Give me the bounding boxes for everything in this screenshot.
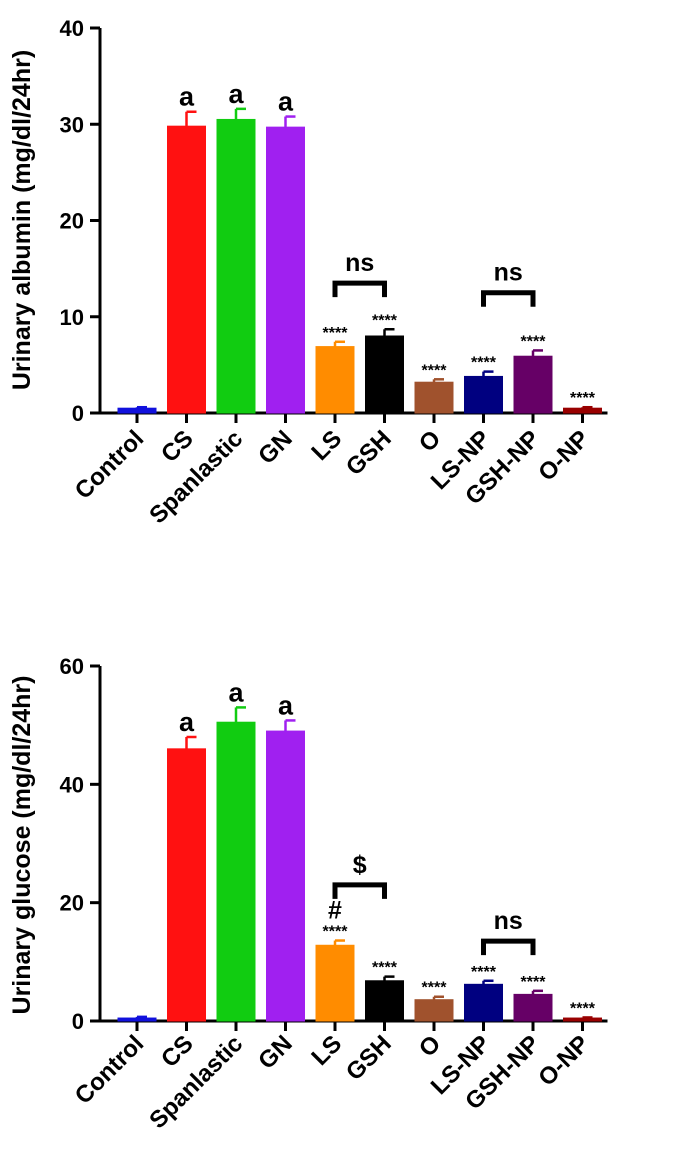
category-label: Spanlastic: [144, 425, 248, 529]
bar-control: [117, 407, 157, 414]
bar-o: [414, 381, 454, 414]
significance-letter: a: [278, 690, 294, 720]
y-axis-label: Urinary albumin (mg/dl/24hr): [8, 50, 36, 390]
significance-stars: ****: [521, 333, 547, 350]
category-label: GSH: [341, 425, 397, 481]
y-tick-label: 40: [60, 772, 84, 797]
bar-ls-np: [464, 375, 503, 414]
bar-gsh: [365, 980, 404, 1022]
category-label: Control: [70, 1030, 149, 1109]
y-tick-label: 30: [60, 112, 84, 137]
category-label: O: [414, 425, 446, 457]
bar-o-np: [563, 407, 602, 414]
significance-letter: a: [278, 87, 294, 117]
significance-hash: #: [328, 897, 342, 925]
bracket-label: ns: [345, 249, 374, 277]
category-label: O-NP: [533, 1030, 595, 1092]
bracket-label: ns: [494, 907, 523, 935]
bar-gn: [266, 126, 305, 414]
significance-stars: ****: [422, 362, 448, 379]
bar-spanlastic: [216, 721, 256, 1022]
y-tick-label: 20: [60, 209, 84, 234]
comparison-bracket: [481, 290, 536, 307]
significance-stars: ****: [471, 964, 497, 981]
category-label: Control: [70, 425, 149, 504]
category-label: LS: [306, 425, 347, 466]
category-label: O: [414, 1030, 446, 1062]
category-label: LS: [306, 1030, 347, 1071]
chart-panel-2: 0 20 40 60 Urinary glucose (mg/dl/24hr) a a a **…: [8, 654, 608, 1134]
category-label: Spanlastic: [144, 1030, 248, 1134]
bar-gsh-np: [513, 355, 553, 414]
y-tick-label: 40: [60, 16, 84, 41]
significance-stars: ****: [422, 980, 448, 997]
comparison-bracket: [332, 280, 387, 298]
y-axis-label: Urinary glucose (mg/dl/24hr): [8, 676, 36, 1015]
bracket-label: ns: [494, 259, 523, 287]
significance-letter: a: [228, 79, 244, 109]
bracket-label: $: [353, 851, 367, 879]
significance-letter: a: [179, 707, 195, 737]
significance-letter: a: [228, 677, 244, 707]
significance-letter: a: [179, 82, 195, 112]
bar-cs: [167, 125, 206, 414]
chart-panel-1: 0 10 20 30 40 Urinary albumin (mg/dl/24hr) a a a…: [8, 16, 608, 529]
comparison-bracket: [332, 882, 387, 899]
significance-stars: ****: [323, 924, 349, 941]
category-label: O-NP: [533, 425, 595, 487]
y-tick-label: 20: [60, 891, 84, 916]
bar-ls-np: [464, 983, 503, 1022]
significance-stars: ****: [471, 355, 497, 372]
y-tick-label: 10: [60, 305, 84, 330]
category-label: GN: [253, 425, 298, 470]
significance-stars: ****: [372, 312, 398, 329]
y-tick-label: 0: [72, 1009, 84, 1034]
y-tick-label: 60: [60, 654, 84, 679]
significance-stars: ****: [372, 960, 398, 977]
bar-o: [414, 999, 454, 1022]
bar-ls: [315, 346, 355, 414]
bar-spanlastic: [216, 118, 256, 414]
bar-gsh: [365, 335, 404, 414]
y-tick-label: 0: [72, 401, 84, 426]
comparison-bracket: [481, 938, 536, 956]
significance-stars: ****: [570, 1000, 596, 1017]
bar-control: [117, 1017, 157, 1022]
significance-stars: ****: [323, 325, 349, 342]
bar-cs: [167, 748, 206, 1022]
category-label: GSH: [341, 1030, 397, 1086]
significance-stars: ****: [521, 974, 547, 991]
bar-gn: [266, 730, 305, 1022]
bar-gsh-np: [513, 993, 553, 1022]
category-label: GN: [253, 1030, 298, 1075]
bar-ls: [315, 944, 355, 1022]
significance-stars: ****: [570, 390, 596, 407]
